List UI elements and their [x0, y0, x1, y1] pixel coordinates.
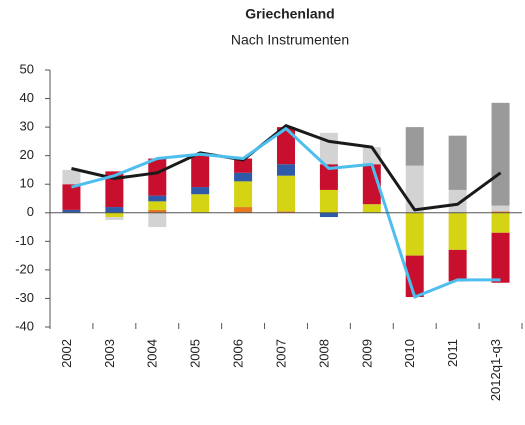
bar-segment	[234, 172, 253, 182]
bar-segment	[148, 209, 167, 213]
bar-segment	[362, 204, 381, 213]
x-tick-label: 2008	[316, 339, 331, 368]
bar-segment	[148, 158, 167, 196]
y-tick-label: 10	[20, 176, 34, 191]
bar-segment	[319, 189, 338, 213]
bar-segment	[148, 212, 167, 228]
x-tick-label: 2006	[231, 339, 246, 368]
bar-segment	[105, 212, 124, 218]
bar-segment	[191, 187, 210, 195]
x-tick-label: 2012q1-q3	[488, 339, 503, 401]
bar-segment	[491, 102, 510, 206]
bar-segment	[405, 165, 424, 213]
bar-segment	[234, 181, 253, 208]
bar-segment	[105, 207, 124, 213]
bar-segment	[191, 154, 210, 188]
bar-segment	[191, 194, 210, 213]
bar-segment	[491, 232, 510, 283]
bar-segment	[448, 135, 467, 190]
x-tick-label: 2010	[402, 339, 417, 368]
bar-segment	[277, 127, 295, 165]
y-tick-label: 0	[27, 204, 34, 219]
y-tick-label: 30	[20, 119, 34, 134]
x-tick-label: 2005	[188, 339, 203, 368]
bar-segment	[62, 169, 81, 185]
bar-segment	[277, 211, 295, 213]
bar-segment	[277, 164, 295, 176]
bar-segment	[448, 189, 467, 213]
chart-title: Griechenland	[245, 6, 334, 22]
y-tick-label: 50	[20, 61, 34, 76]
bar-segment	[491, 205, 510, 212]
y-tick-label: -30	[15, 290, 34, 305]
bar-segment	[405, 212, 424, 256]
bar-segment	[448, 249, 467, 282]
bar-segment	[148, 195, 167, 202]
x-tick-label: 2009	[359, 339, 374, 368]
bar-segment	[234, 207, 253, 213]
x-tick-label: 2007	[273, 339, 288, 368]
chart-subtitle: Nach Instrumenten	[231, 32, 349, 48]
line	[71, 124, 502, 212]
bar-segment	[491, 211, 510, 213]
bar-segment	[319, 212, 338, 218]
y-tick-label: -20	[15, 261, 34, 276]
x-tick-label: 2002	[59, 339, 74, 368]
y-tick-label: 20	[20, 147, 34, 162]
bar-segment	[105, 171, 124, 208]
y-tick-label: 40	[20, 90, 34, 105]
line	[71, 127, 501, 299]
bar-segment	[448, 212, 467, 250]
x-tick-label: 2003	[102, 339, 117, 368]
bar-segment	[319, 164, 338, 190]
y-tick-label: -40	[15, 318, 34, 333]
bar-segment	[105, 217, 124, 220]
x-tick-label: 2004	[145, 339, 160, 368]
x-tick-label: 2011	[445, 339, 460, 367]
y-tick-label: -10	[15, 233, 34, 248]
bar-segment	[277, 175, 295, 212]
bar-segment	[234, 158, 253, 173]
bar-segment	[405, 127, 424, 166]
bar-segment	[148, 201, 167, 210]
bar-segment	[491, 212, 510, 233]
bar-segment	[62, 184, 81, 210]
bar-segment	[62, 209, 81, 213]
